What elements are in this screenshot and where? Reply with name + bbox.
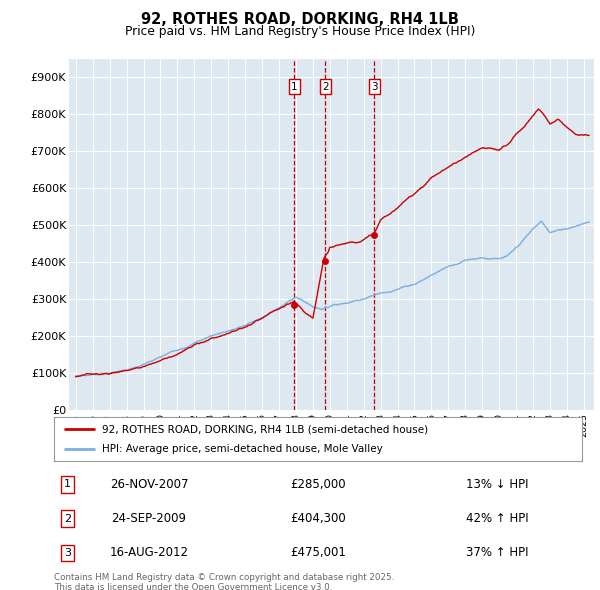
Text: Price paid vs. HM Land Registry's House Price Index (HPI): Price paid vs. HM Land Registry's House …	[125, 25, 475, 38]
Text: £285,000: £285,000	[290, 478, 346, 491]
Text: 92, ROTHES ROAD, DORKING, RH4 1LB (semi-detached house): 92, ROTHES ROAD, DORKING, RH4 1LB (semi-…	[101, 424, 428, 434]
Text: 37% ↑ HPI: 37% ↑ HPI	[466, 546, 529, 559]
Text: £404,300: £404,300	[290, 512, 346, 525]
Text: 2: 2	[64, 514, 71, 523]
Text: 1: 1	[64, 480, 71, 489]
Text: 26-NOV-2007: 26-NOV-2007	[110, 478, 188, 491]
Text: Contains HM Land Registry data © Crown copyright and database right 2025.
This d: Contains HM Land Registry data © Crown c…	[54, 573, 394, 590]
Text: 2: 2	[322, 81, 329, 91]
Text: 16-AUG-2012: 16-AUG-2012	[110, 546, 188, 559]
Text: 92, ROTHES ROAD, DORKING, RH4 1LB: 92, ROTHES ROAD, DORKING, RH4 1LB	[141, 12, 459, 27]
Text: 3: 3	[371, 81, 377, 91]
Text: 42% ↑ HPI: 42% ↑ HPI	[466, 512, 529, 525]
Text: 13% ↓ HPI: 13% ↓ HPI	[466, 478, 529, 491]
Text: 1: 1	[291, 81, 298, 91]
Text: HPI: Average price, semi-detached house, Mole Valley: HPI: Average price, semi-detached house,…	[101, 444, 382, 454]
Text: 3: 3	[64, 548, 71, 558]
Text: £475,001: £475,001	[290, 546, 346, 559]
Text: 24-SEP-2009: 24-SEP-2009	[112, 512, 187, 525]
